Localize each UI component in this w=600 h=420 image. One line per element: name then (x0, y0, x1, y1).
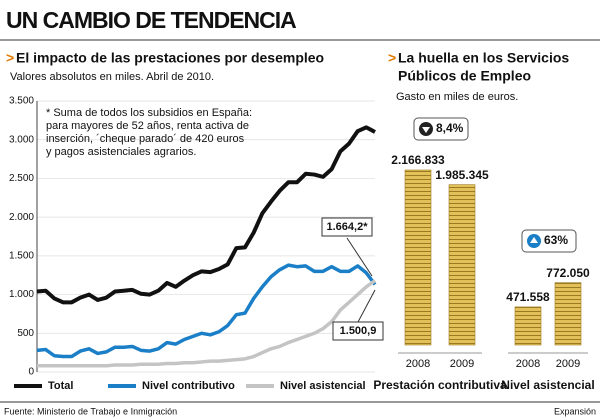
y-tick-label: 2.500 (9, 173, 34, 184)
marker: > (388, 50, 396, 66)
callout-box (332, 321, 384, 341)
group-label: Prestación contributiva (373, 378, 507, 392)
note: y pagos asistenciales agrarios. (46, 146, 196, 158)
value-label: 1.985.345 (435, 168, 489, 182)
y-tick-label: 0 (28, 367, 34, 378)
chart-subtitle: Valores absolutos en miles. Abril de 201… (10, 71, 214, 83)
note: inserción, ´cheque parado´ de 420 euros (46, 133, 245, 145)
main-title: UN CAMBIO DE TENDENCIA (6, 7, 296, 33)
chart-subtitle: Gasto en miles de euros. (396, 91, 518, 103)
y-tick-label: 1.000 (9, 289, 34, 300)
x-tick-label: 2009 (556, 358, 580, 370)
coin-stack (404, 169, 432, 346)
chart-title: La huella en los Servicios (398, 50, 569, 66)
coin-stack (554, 282, 582, 346)
legend-label: Nivel contributivo (142, 380, 235, 392)
chart-title: Públicos de Empleo (398, 68, 531, 84)
marker: > (6, 50, 14, 66)
note: para mayores de 52 años, renta activa de (46, 120, 249, 132)
y-tick-label: 1.500 (9, 250, 34, 261)
x-tick-label: 2009 (450, 358, 474, 370)
callout: 1.664,2* (327, 221, 369, 233)
badge-label: 8,4% (436, 121, 464, 135)
y-tick-label: 2.000 (9, 212, 34, 223)
value-label: 471.558 (506, 290, 550, 304)
group-label: Nivel asistencial (501, 378, 594, 392)
series-line (36, 125, 376, 305)
value-label: 772.050 (546, 266, 590, 280)
series-line (36, 263, 377, 359)
coin-stack (448, 184, 476, 346)
callout-line (357, 289, 376, 323)
note: * Suma de todos los subsidios en España: (46, 107, 252, 119)
callout-line (346, 237, 373, 277)
publisher: Expansión (554, 406, 596, 416)
y-tick-label: 500 (17, 328, 34, 339)
series-line (37, 279, 377, 368)
x-tick-label: 2008 (516, 358, 540, 370)
legend-label: Nivel asistencial (280, 380, 366, 392)
source: Fuente: Ministerio de Trabajo e Inmigrac… (4, 406, 177, 416)
coin-stack (514, 306, 542, 346)
callout-box (321, 217, 373, 237)
value-label: 2.166.833 (391, 153, 445, 167)
badge-label: 63% (544, 233, 568, 247)
chart-title: El impacto de las prestaciones por desem… (16, 50, 324, 66)
badge-arrow (530, 237, 538, 243)
y-tick-label: 3.000 (9, 134, 34, 145)
callout: 1.500,9 (340, 325, 377, 337)
x-tick-label: 2008 (406, 358, 430, 370)
badge-arrow (422, 127, 430, 133)
legend-label: Total (48, 380, 73, 392)
y-tick-label: 3.500 (9, 96, 34, 107)
